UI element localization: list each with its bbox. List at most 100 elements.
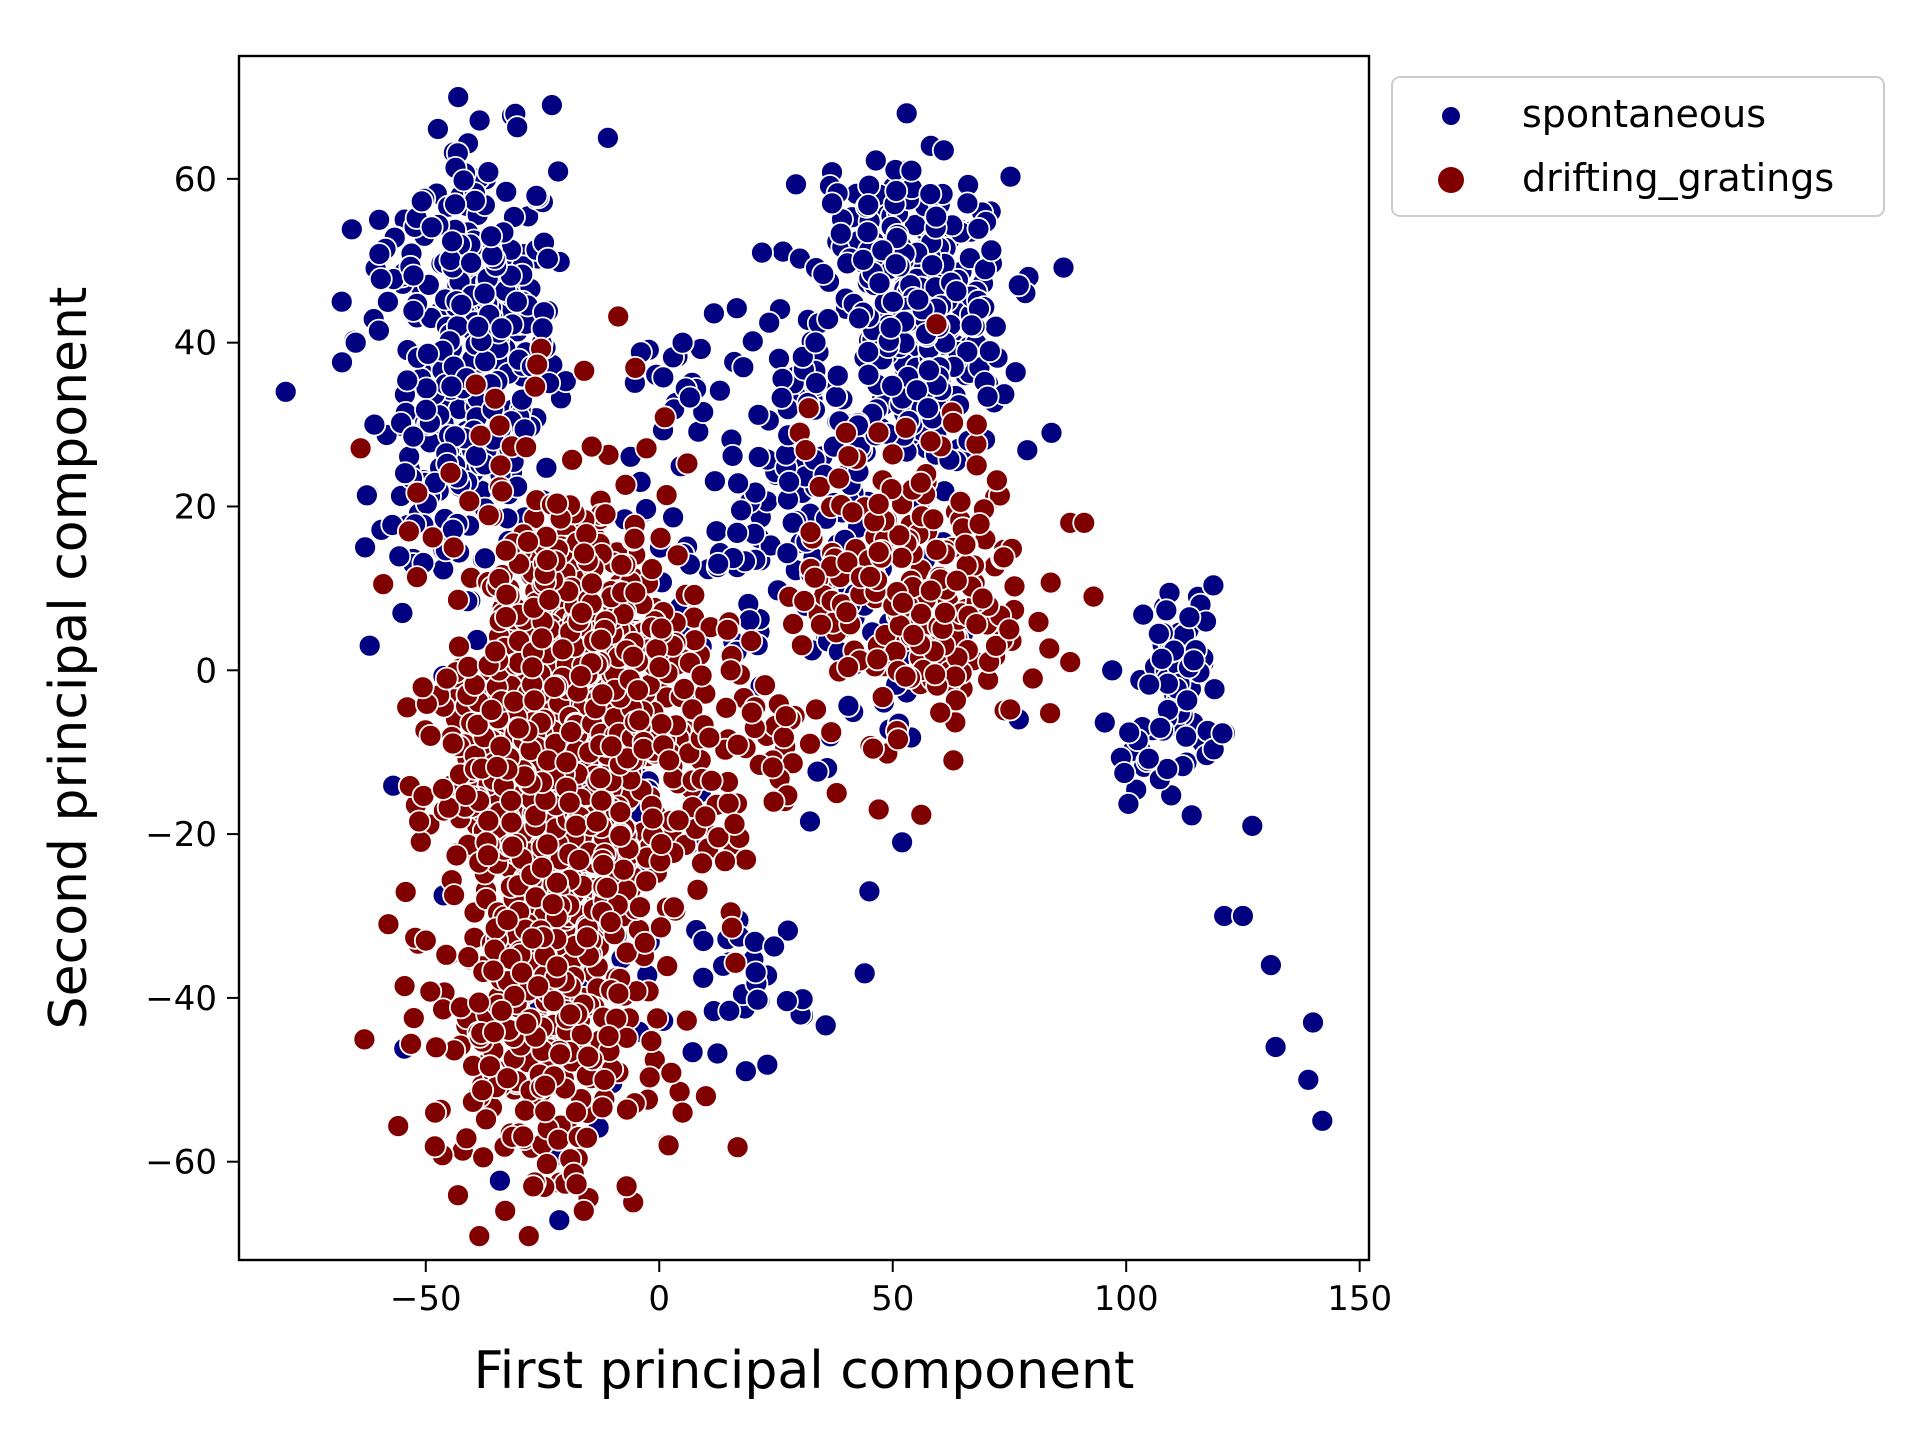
data-point [516,1224,541,1248]
data-point [923,662,947,687]
data-point [774,704,798,729]
data-point [835,550,860,575]
x-axis-label: First principal component [474,1341,1135,1401]
data-point [560,447,584,472]
data-point [348,436,373,461]
data-point [1058,650,1083,674]
data-point [866,492,891,516]
data-point [908,470,933,495]
data-point [964,412,989,437]
data-point [409,189,434,214]
data-point [1174,724,1198,749]
data-point [704,519,729,544]
data-point [931,138,956,163]
x-axis-ticks: −50 0 50 100 150 [390,1260,1392,1319]
data-point [852,961,877,986]
data-point [481,958,506,983]
y-tick-label: −20 [145,815,217,855]
data-point [493,538,518,563]
y-axis-ticks: −60 −40 −20 0 20 40 60 [145,160,239,1183]
data-point [998,697,1023,722]
data-point [718,658,743,683]
data-point [495,908,520,932]
data-point [505,115,530,140]
data-point [649,915,673,940]
data-point [1175,688,1200,713]
data-point [1147,621,1171,646]
data-point [637,1065,662,1090]
plot-frame [237,54,1371,1262]
data-point [442,883,467,907]
data-point [440,229,465,254]
data-point [705,1041,730,1066]
data-point [588,766,613,791]
data-point [675,451,700,476]
data-point [816,307,840,332]
data-point [447,634,471,659]
data-point [366,318,391,343]
data-point [569,601,594,625]
data-point [1112,761,1137,785]
data-point [393,461,418,486]
data-point [948,489,973,514]
data-point [473,546,497,571]
data-point [840,500,865,525]
data-point [861,736,885,761]
data-point [743,960,768,985]
data-point [362,412,387,437]
data-point [1149,647,1174,671]
data-point [396,519,421,544]
data-point [959,313,984,338]
data-point [757,310,782,335]
data-point [750,240,774,265]
data-point [520,926,545,951]
legend-entry-spontaneous: spontaneous [1522,92,1766,136]
data-point [775,989,799,1013]
data-point [580,571,604,596]
data-point [941,748,966,773]
data-point [901,623,926,647]
data-point [723,950,748,975]
data-point [1240,814,1265,838]
data-point [440,731,465,756]
data-point [686,419,711,444]
data-point [809,612,833,637]
data-point [793,438,818,463]
data-point [574,522,599,546]
data-point [467,108,492,133]
data-point [457,489,482,514]
data-point [1202,677,1227,702]
data-point [890,830,914,855]
data-point [811,262,836,286]
data-point [706,551,731,576]
data-point [1301,1010,1325,1035]
data-point [408,829,433,854]
data-point [1155,757,1180,781]
data-point [614,1174,639,1199]
data-point [401,298,426,323]
data-point [367,242,392,266]
data-point [520,655,545,680]
data-point [737,608,762,633]
data-point [755,1052,780,1077]
data-point [414,397,438,422]
data-point [545,491,569,516]
data-point [998,164,1023,189]
data-point [836,694,861,718]
data-point [921,507,946,532]
data-point [867,271,892,296]
data-point [889,545,914,570]
data-point [685,877,710,902]
data-point [456,654,481,679]
data-point [715,617,740,642]
data-point [894,101,919,126]
data-point [530,626,554,651]
data-point [476,503,501,528]
data-point [1051,255,1076,280]
data-point [390,601,415,625]
data-point [487,413,512,438]
data-point [418,979,443,1004]
data-point [836,444,861,469]
data-point [499,788,524,813]
data-point [420,525,445,550]
